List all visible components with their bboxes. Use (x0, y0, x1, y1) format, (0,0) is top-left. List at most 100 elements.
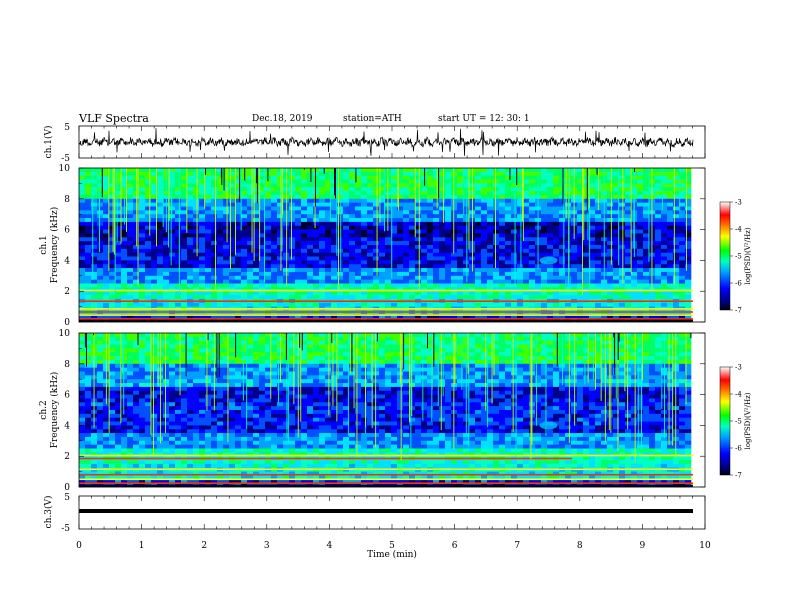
spectrogram-cell (619, 198, 626, 203)
spectrogram-cell (349, 202, 356, 207)
spectrogram-cell (559, 210, 566, 215)
spectrogram-cell (283, 237, 290, 242)
spectrogram-cell (199, 356, 206, 361)
spectrogram-cell (337, 206, 344, 211)
spectrogram-cell (529, 191, 536, 196)
spectrogram-cell (613, 202, 620, 207)
spectrogram-cell (253, 260, 260, 265)
spectrogram-cell (199, 336, 206, 341)
spectrogram-cell (289, 214, 296, 219)
spectrogram-cell (589, 245, 596, 250)
spectrogram-cell (475, 225, 482, 230)
spectrogram-cell (229, 202, 236, 207)
spectrogram-cell (235, 287, 242, 292)
spectrogram-sferic (622, 168, 624, 284)
spectrogram-cell (427, 214, 434, 219)
spectrogram-cell (505, 260, 512, 265)
spectrogram-cell (619, 302, 626, 307)
spectrogram-sferic (186, 168, 188, 233)
spectrogram-cell (247, 340, 254, 345)
spectrogram-cell (115, 179, 122, 184)
spectrogram-cell (631, 287, 638, 292)
spectrogram-cell (589, 183, 596, 188)
spectrogram-cell (427, 218, 434, 223)
spectrogram-cell (487, 241, 494, 246)
spectrogram-cell (127, 206, 134, 211)
spectrogram-cell (499, 179, 506, 184)
spectrogram-cell (445, 260, 452, 265)
spectrogram-cell (643, 333, 650, 338)
spectrogram-cell (373, 194, 380, 200)
spectrogram-cell (265, 179, 272, 184)
spectrogram-cell (529, 168, 536, 173)
spectrogram-cell (475, 260, 482, 265)
spectrogram-cell (655, 183, 662, 188)
spectrogram-cell (391, 279, 398, 284)
spectrogram-cell (139, 314, 146, 319)
spectrogram-cell (541, 314, 548, 319)
spectrogram-cell (127, 245, 134, 250)
spectrogram-cell (325, 187, 332, 192)
spectrogram-narrowband-line (79, 289, 693, 292)
spectrogram-cell (373, 352, 380, 357)
spectrogram-cell (661, 252, 668, 257)
spectrogram-cell (325, 302, 332, 307)
spectrogram-cell (457, 175, 464, 180)
spectrogram-sferic (338, 168, 339, 290)
spectrogram-cell (313, 283, 320, 288)
spectrogram-cell (91, 241, 98, 246)
spectrogram-cell (397, 191, 404, 196)
spectrogram-cell (133, 214, 140, 219)
spectrogram-cell (517, 237, 524, 242)
spectrogram-cell (559, 202, 566, 207)
spectrogram-cell (547, 268, 554, 273)
spectrogram-cell (277, 202, 284, 207)
spectrogram-cell (181, 248, 188, 253)
spectrogram-cell (229, 314, 236, 319)
spectrogram-cell (181, 168, 188, 173)
spectrogram-cell (157, 214, 164, 219)
spectrogram-cell (145, 168, 152, 173)
spectrogram-cell (97, 356, 104, 361)
spectrogram-cell (247, 291, 254, 296)
spectrogram-cell (169, 275, 176, 280)
spectrogram-cell (205, 344, 212, 349)
spectrogram-cell (97, 348, 104, 353)
spectrogram-cell (241, 302, 248, 307)
spectrogram-cell (229, 194, 236, 200)
spectrogram-cell (199, 210, 206, 215)
spectrogram-cell (205, 248, 212, 253)
spectrogram-cell (685, 271, 692, 277)
spectrogram-cell (475, 210, 482, 215)
spectrogram-cell (127, 237, 134, 242)
spectrogram-cell (517, 225, 524, 230)
spectrogram-cell (529, 187, 536, 192)
spectrogram-cell (103, 314, 110, 319)
spectrogram-cell (685, 336, 692, 341)
spectrogram-cell (97, 179, 104, 184)
spectrogram-cell (559, 256, 566, 261)
spectrogram-cell (487, 233, 494, 238)
spectrogram-cell (571, 352, 578, 357)
spectrogram-cell (409, 302, 416, 307)
spectrogram-cell (415, 237, 422, 242)
spectrogram-cell (127, 268, 134, 273)
spectrogram-cell (133, 260, 140, 265)
spectrogram-cell (523, 352, 530, 357)
spectrogram-cell (439, 333, 446, 338)
spectrogram-cell (223, 291, 230, 296)
spectrogram-cell (445, 344, 452, 349)
spectrogram-cell (439, 287, 446, 292)
ch1-spectrogram-ylabel-channel: ch.1 (39, 235, 49, 254)
spectrogram-cell (235, 348, 242, 353)
spectrogram-cell (133, 275, 140, 280)
spectrogram-cell (283, 179, 290, 184)
spectrogram-cell (115, 348, 122, 353)
spectrogram-cell (487, 352, 494, 357)
spectrogram-cell (223, 256, 230, 261)
spectrogram-cell (253, 221, 260, 227)
spectrogram-cell (529, 295, 536, 300)
spectrogram-cell (133, 352, 140, 357)
spectrogram-cell (163, 264, 170, 269)
spectrogram-cell (655, 271, 662, 277)
